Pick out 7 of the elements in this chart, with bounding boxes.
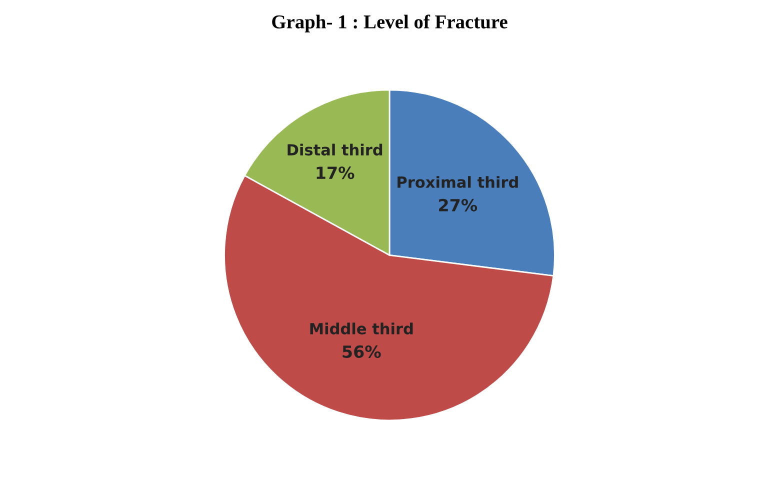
data-label: 27% xyxy=(439,198,478,212)
data-label: 56% xyxy=(342,345,381,358)
slice-label: Distal third xyxy=(288,144,382,156)
slice-label: Middle third xyxy=(310,322,413,334)
chart-title: Graph- 1 : Level of Fracture xyxy=(272,14,508,32)
data-label: 17% xyxy=(316,166,354,180)
slice-label: Proximal third xyxy=(398,176,518,188)
